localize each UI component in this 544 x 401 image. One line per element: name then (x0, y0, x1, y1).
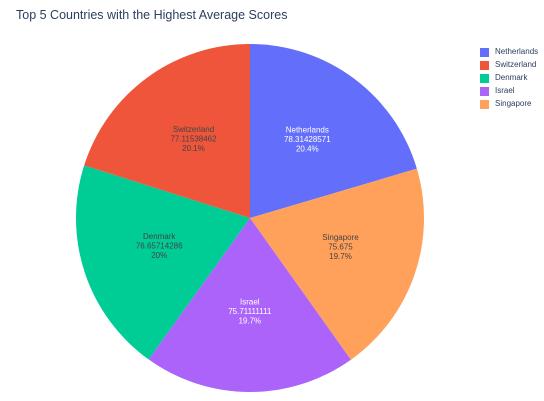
slice-label-value-israel: 75.71111111 (228, 307, 272, 316)
slice-label-percent-singapore: 19.7% (329, 252, 352, 261)
legend-label-switzerland: Switzerland (495, 60, 537, 69)
legend-swatch-netherlands (480, 47, 489, 57)
slice-label-percent-israel: 19.7% (238, 317, 261, 326)
slice-label-name-singapore: Singapore (322, 233, 359, 242)
slice-label-percent-switzerland: 20.1% (182, 144, 205, 153)
slice-label-name-netherlands: Netherlands (286, 125, 329, 134)
slice-label-percent-denmark: 20% (151, 251, 167, 260)
legend: Netherlands Switzerland Denmark Israel Singa… (480, 46, 542, 111)
pie-slice-switzerland[interactable] (84, 44, 251, 218)
pie-slices (75, 44, 424, 393)
legend-item-denmark[interactable]: Denmark (480, 72, 542, 84)
pie-slice-singapore[interactable] (250, 168, 424, 360)
slice-label-name-denmark: Denmark (143, 232, 176, 241)
legend-swatch-switzerland (480, 60, 489, 70)
pie-slice-denmark[interactable] (75, 165, 250, 360)
chart-title: Top 5 Countries with the Highest Average… (16, 8, 288, 22)
legend-swatch-israel (480, 86, 489, 96)
legend-item-singapore[interactable]: Singapore (480, 98, 542, 110)
slice-label-value-singapore: 75.675 (328, 243, 353, 252)
legend-label-denmark: Denmark (495, 73, 528, 82)
slice-label-value-switzerland: 77.11538462 (170, 134, 217, 143)
pie-slice-netherlands[interactable] (250, 44, 417, 218)
legend-item-netherlands[interactable]: Netherlands (480, 46, 542, 58)
legend-item-switzerland[interactable]: Switzerland (480, 59, 542, 71)
legend-swatch-denmark (480, 73, 489, 83)
slice-label-percent-netherlands: 20.4% (296, 144, 319, 153)
legend-label-singapore: Singapore (495, 99, 532, 108)
pie-slice-israel[interactable] (148, 218, 351, 393)
slice-label-value-netherlands: 78.31428571 (284, 135, 331, 144)
legend-label-israel: Israel (495, 86, 515, 95)
legend-item-israel[interactable]: Israel (480, 85, 542, 97)
legend-label-netherlands: Netherlands (495, 47, 539, 56)
legend-swatch-singapore (480, 99, 489, 109)
slice-label-name-israel: Israel (240, 298, 260, 307)
slice-label-value-denmark: 76.65714286 (136, 242, 183, 251)
slice-label-name-switzerland: Switzerland (173, 125, 214, 134)
